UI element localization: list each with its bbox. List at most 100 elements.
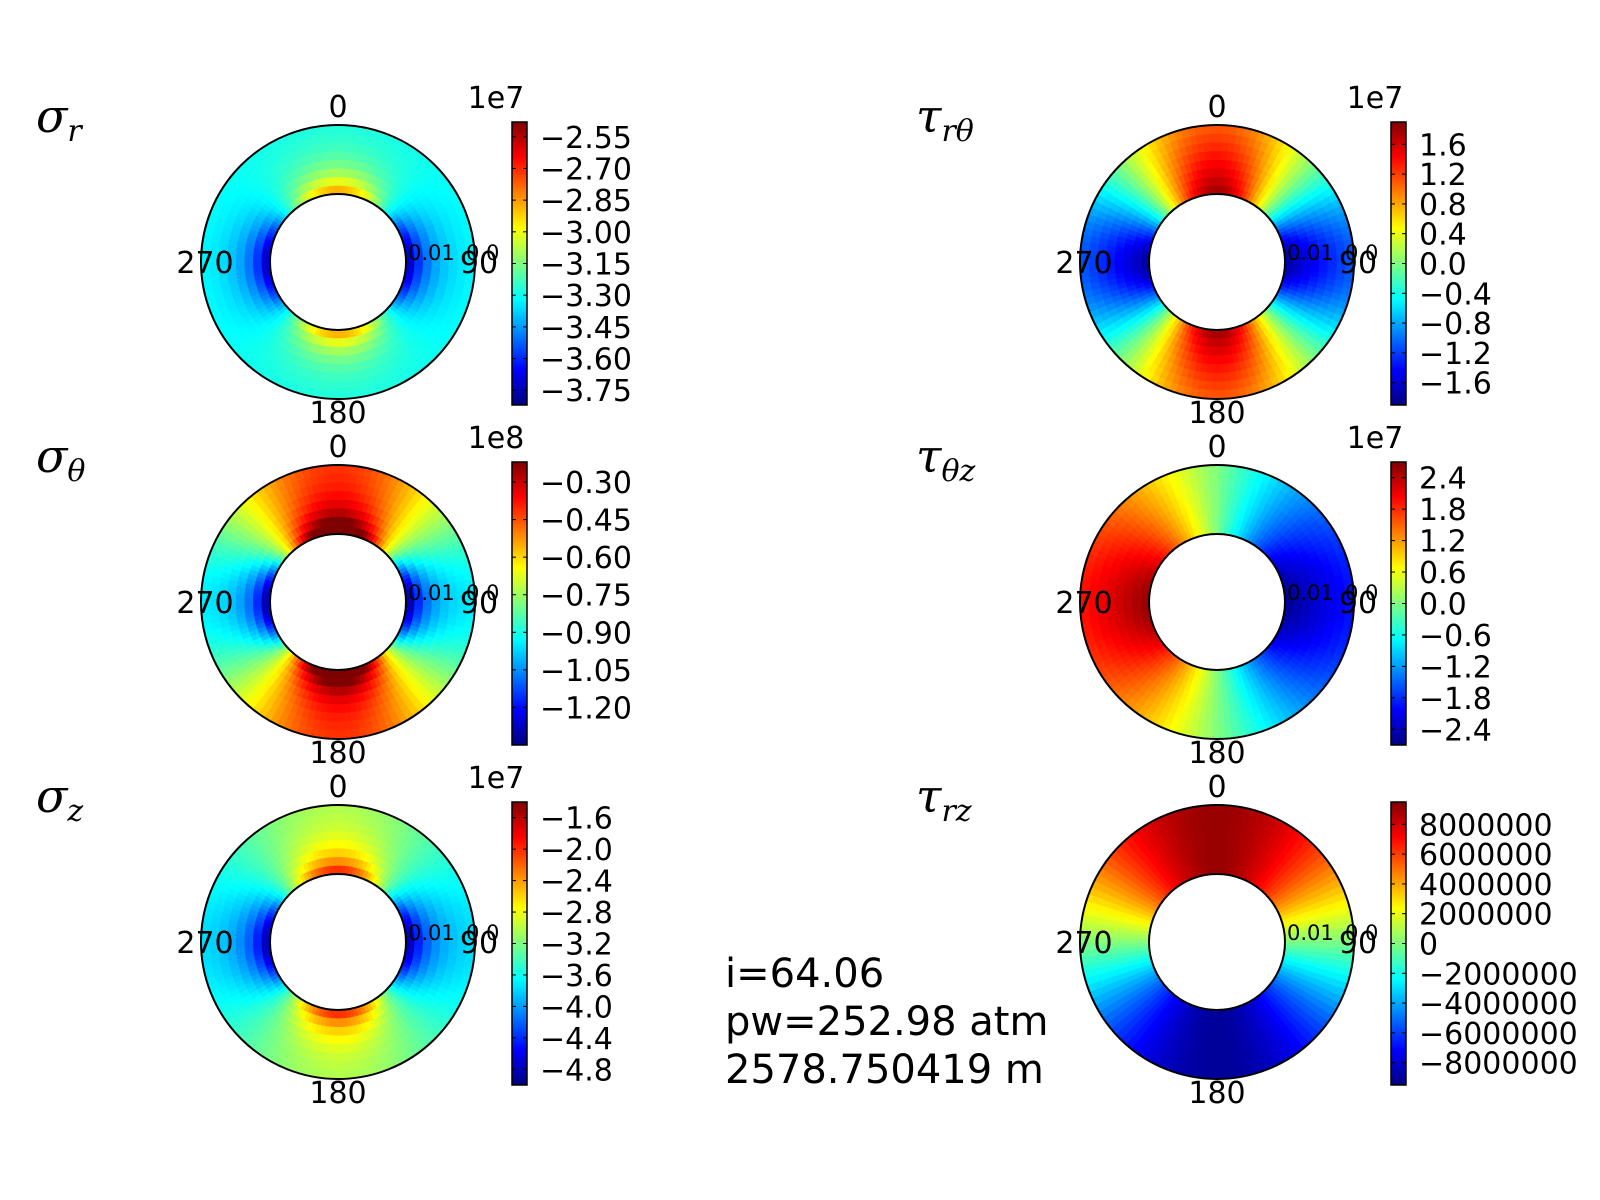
colorbar-tick-label: 0 bbox=[1419, 928, 1438, 963]
info-pressure: pw=252.98 atm bbox=[725, 999, 1048, 1045]
title-subscript: rz bbox=[941, 794, 971, 829]
polar-field bbox=[201, 125, 475, 399]
inner-bore bbox=[1148, 873, 1286, 1011]
colorbar-tick-label: −0.75 bbox=[540, 579, 632, 614]
angle-label-top: 0 bbox=[1207, 90, 1226, 125]
colorbar-tick-label: −3.30 bbox=[540, 279, 632, 314]
angle-label-bottom: 180 bbox=[1188, 396, 1245, 431]
title-symbol: τ bbox=[916, 769, 943, 823]
outer-boundary bbox=[200, 124, 476, 400]
angle-label-bottom: 180 bbox=[309, 736, 366, 771]
title-symbol: τ bbox=[916, 429, 943, 483]
outer-boundary bbox=[200, 464, 476, 740]
title-subscript: θz bbox=[941, 454, 975, 489]
colorbar-tick-label: −4.8 bbox=[540, 1053, 613, 1088]
angle-label-right: 90 bbox=[460, 926, 498, 961]
title-symbol: σ bbox=[36, 429, 69, 483]
colorbar-exponent: 1e7 bbox=[1347, 81, 1404, 116]
colorbar-tick-label: −2.85 bbox=[540, 184, 632, 219]
title-symbol: σ bbox=[36, 89, 69, 143]
colorbar-tick-label: 1.2 bbox=[1419, 158, 1467, 193]
inner-bore bbox=[269, 533, 407, 671]
colorbar-tick-label: −3.2 bbox=[540, 928, 613, 963]
colorbar-tick-label: −2000000 bbox=[1419, 957, 1578, 992]
colorbar-tick-label: −2.8 bbox=[540, 896, 613, 931]
colorbar-tick-label: 2.4 bbox=[1419, 462, 1467, 497]
colorbar-tick-label: 6000000 bbox=[1419, 838, 1553, 873]
info-depth: 2578.750419 m bbox=[725, 1047, 1044, 1093]
radial-label-outer: 0.0 bbox=[1345, 581, 1378, 605]
title-subscript: r bbox=[67, 114, 83, 149]
colorbar-tick-label: −0.45 bbox=[540, 504, 632, 539]
panel-title: σr bbox=[36, 89, 83, 149]
colorbar-tick-label: −1.6 bbox=[540, 802, 613, 837]
angle-label-right: 90 bbox=[460, 246, 498, 281]
colorbar-tick-label: −1.2 bbox=[1419, 337, 1492, 372]
info-block: i=64.06 pw=252.98 atm 2578.750419 m bbox=[725, 951, 1048, 1093]
panel-title: σz bbox=[36, 769, 83, 829]
angle-label-right: 90 bbox=[1339, 586, 1377, 621]
colorbar-exponent: 1e7 bbox=[468, 81, 525, 116]
angle-label-right: 90 bbox=[460, 586, 498, 621]
angle-label-left: 270 bbox=[1055, 246, 1112, 281]
title-subscript: θ bbox=[67, 454, 85, 489]
panel-title: τrθ bbox=[916, 89, 974, 149]
title-symbol: τ bbox=[916, 89, 943, 143]
radial-label-outer: 0.0 bbox=[466, 921, 499, 945]
colorbar-exponent: 1e7 bbox=[468, 761, 525, 796]
colorbar-tick-label: −2.4 bbox=[1419, 713, 1492, 748]
colorbar-tick-label: 0.4 bbox=[1419, 218, 1467, 253]
radial-label-inner: 0.01 bbox=[408, 921, 455, 945]
angle-label-top: 0 bbox=[1207, 770, 1226, 805]
angle-label-left: 270 bbox=[1055, 586, 1112, 621]
colorbar-tick-label: −3.45 bbox=[540, 311, 632, 346]
colorbar-tick-label: 0.6 bbox=[1419, 556, 1467, 591]
colorbar-tick-label: 0.0 bbox=[1419, 588, 1467, 623]
angle-label-right: 90 bbox=[1339, 926, 1377, 961]
radial-label-inner: 0.01 bbox=[1287, 921, 1334, 945]
colorbar-tick-label: 8000000 bbox=[1419, 808, 1553, 843]
info-iteration: i=64.06 bbox=[725, 951, 884, 997]
colorbar-tick-label: −3.15 bbox=[540, 248, 632, 283]
radial-label-outer: 0.0 bbox=[466, 581, 499, 605]
angle-label-top: 0 bbox=[328, 90, 347, 125]
angle-label-bottom: 180 bbox=[1188, 736, 1245, 771]
angle-label-left: 270 bbox=[176, 926, 233, 961]
colorbar-tick-label: 0.0 bbox=[1419, 248, 1467, 283]
colorbar-tick-label: −2.70 bbox=[540, 152, 632, 187]
radial-label-inner: 0.01 bbox=[408, 241, 455, 265]
colorbar-tick-label: −4.0 bbox=[540, 990, 613, 1025]
inner-bore bbox=[269, 193, 407, 331]
colorbar-tick-label: −3.60 bbox=[540, 343, 632, 378]
colorbar-tick-label: −1.2 bbox=[1419, 650, 1492, 685]
inner-bore bbox=[1148, 533, 1286, 671]
outer-boundary bbox=[200, 804, 476, 1080]
outer-boundary bbox=[1079, 464, 1355, 740]
title-symbol: σ bbox=[36, 769, 69, 823]
angle-label-top: 0 bbox=[328, 430, 347, 465]
colorbar-tick-label: 1.6 bbox=[1419, 128, 1467, 163]
colorbar bbox=[511, 461, 528, 746]
radial-label-outer: 0.0 bbox=[466, 241, 499, 265]
colorbar-tick-label: 0.8 bbox=[1419, 188, 1467, 223]
angle-label-top: 0 bbox=[328, 770, 347, 805]
panel-3: σθ 0 180 270 900.01 0.0 −0.30−0.45−0.60−0.75−0… bbox=[36, 421, 632, 771]
colorbar-tick-label: −2.4 bbox=[540, 865, 613, 900]
outer-boundary bbox=[1079, 804, 1355, 1080]
colorbar-tick-label: 2000000 bbox=[1419, 898, 1553, 933]
angle-label-left: 270 bbox=[1055, 926, 1112, 961]
colorbar-tick-label: −4000000 bbox=[1419, 987, 1578, 1022]
colorbar-tick-label: −0.30 bbox=[540, 466, 632, 501]
panel-6: τrz 0 180 270 900.01 0.0 800000060000004000000… bbox=[916, 769, 1578, 1111]
panel-title: σθ bbox=[36, 429, 85, 489]
angle-label-left: 270 bbox=[176, 586, 233, 621]
angle-label-bottom: 180 bbox=[309, 396, 366, 431]
outer-boundary bbox=[1079, 124, 1355, 400]
colorbar-tick-label: −0.90 bbox=[540, 616, 632, 651]
colorbar-tick-label: 1.2 bbox=[1419, 525, 1467, 560]
colorbar-exponent: 1e7 bbox=[1347, 421, 1404, 456]
title-subscript: z bbox=[66, 794, 83, 829]
colorbar-exponent: 1e8 bbox=[468, 421, 525, 456]
